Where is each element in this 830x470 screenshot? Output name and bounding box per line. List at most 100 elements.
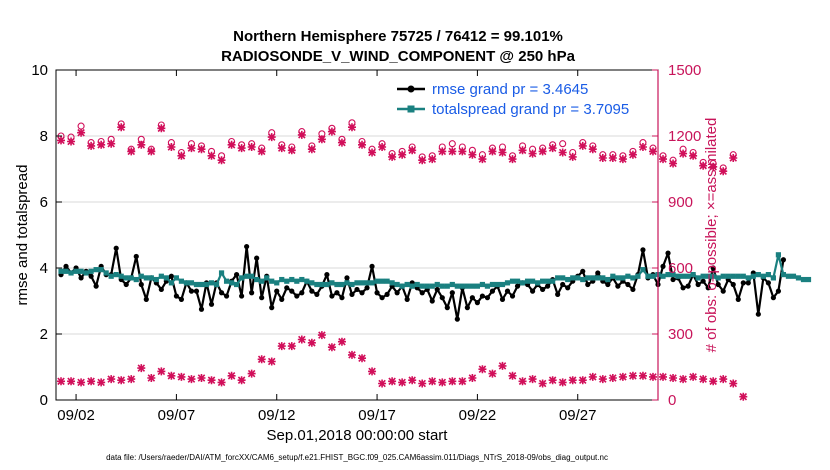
obs-assimilated-point xyxy=(117,376,126,385)
totalspread-point xyxy=(304,278,310,284)
obs-assimilated-point xyxy=(217,378,226,387)
obs-assimilated-point xyxy=(287,146,296,155)
y-tick-label-left: 4 xyxy=(40,260,48,277)
totalspread-point xyxy=(424,283,430,289)
obs-assimilated-point xyxy=(548,376,557,385)
rmse-point xyxy=(474,300,480,306)
rmse-point xyxy=(404,296,410,302)
obs-assimilated-point xyxy=(337,138,346,147)
rmse-point xyxy=(419,290,425,296)
rmse-point xyxy=(223,293,230,299)
totalspread-point xyxy=(519,280,526,286)
obs-assimilated-point xyxy=(197,145,206,154)
rmse-point xyxy=(595,270,601,276)
totalspread-point xyxy=(274,280,280,286)
rmse-point xyxy=(93,283,99,289)
obs-assimilated-point xyxy=(638,143,647,151)
rmse-point xyxy=(359,290,365,296)
rmse-point xyxy=(364,285,370,291)
rmse-point xyxy=(394,290,400,296)
totalspread-point xyxy=(289,276,295,283)
totalspread-point xyxy=(790,273,797,279)
rmse-point xyxy=(384,291,390,297)
totalspread-point xyxy=(675,273,681,279)
totalspread-point xyxy=(239,275,245,281)
rmse-point xyxy=(254,255,260,261)
obs-assimilated-point xyxy=(709,162,718,171)
totalspread-point xyxy=(168,280,174,286)
totalspread-point xyxy=(535,280,541,286)
totalspread-point xyxy=(755,272,761,278)
rmse-point xyxy=(715,281,721,288)
obs-assimilated-point xyxy=(277,144,286,153)
totalspread-point xyxy=(650,273,656,279)
totalspread-point xyxy=(615,275,621,281)
totalspread-point xyxy=(750,273,756,279)
rmse-point xyxy=(208,301,215,307)
totalspread-point xyxy=(213,281,220,288)
rmse-point xyxy=(289,288,295,294)
obs-assimilated-point xyxy=(57,377,66,386)
rmse-point xyxy=(354,286,360,293)
x-tick-label: 09/27 xyxy=(559,407,597,424)
totalspread-point xyxy=(484,283,491,289)
totalspread-point xyxy=(660,273,666,279)
totalspread-point xyxy=(279,276,285,283)
obs-assimilated-point xyxy=(669,374,678,382)
rmse-point xyxy=(78,275,84,281)
totalspread-point xyxy=(118,273,124,279)
obs-assimilated-point xyxy=(207,151,216,160)
obs-assimilated-point xyxy=(77,378,86,387)
obs-assimilated-point xyxy=(177,372,186,381)
obs-assimilated-point xyxy=(598,375,607,384)
totalspread-point xyxy=(178,278,185,284)
totalspread-point xyxy=(339,281,345,288)
y-tick-label-right: 1200 xyxy=(668,128,701,145)
obs-assimilated-point xyxy=(57,136,66,145)
rmse-point xyxy=(740,280,746,286)
totalspread-point xyxy=(359,280,365,286)
obs-possible-point xyxy=(77,122,85,130)
obs-assimilated-point xyxy=(648,372,657,381)
legend-marker-rmse xyxy=(407,85,415,93)
obs-possible-point xyxy=(448,140,456,148)
obs-assimilated-point xyxy=(147,374,156,382)
y-tick-label-right: 1500 xyxy=(668,62,701,79)
obs-assimilated-point xyxy=(498,361,507,370)
obs-assimilated-point xyxy=(107,375,116,384)
totalspread-point xyxy=(720,273,726,279)
obs-assimilated-point xyxy=(628,371,637,380)
obs-assimilated-point xyxy=(709,377,718,386)
rmse-point xyxy=(239,293,245,299)
x-tick-label: 09/02 xyxy=(57,407,95,424)
x-tick-label: 09/07 xyxy=(158,407,196,424)
totalspread-point xyxy=(765,272,771,278)
totalspread-point xyxy=(560,275,566,281)
obs-assimilated-point xyxy=(558,378,567,387)
obs-assimilated-point xyxy=(368,148,377,157)
totalspread-point xyxy=(309,280,315,286)
totalspread-point xyxy=(208,280,215,286)
obs-assimilated-point xyxy=(277,342,286,351)
totalspread-point xyxy=(444,283,450,289)
obs-assimilated-point xyxy=(237,144,246,153)
rmse-point xyxy=(244,243,250,250)
rmse-point xyxy=(484,295,491,301)
obs-assimilated-point xyxy=(337,337,346,346)
y-tick-label-left: 0 xyxy=(40,392,48,409)
legend-label-totalspread: totalspread grand pr = 3.7095 xyxy=(432,101,629,118)
obs-assimilated-point xyxy=(729,154,738,162)
totalspread-point xyxy=(68,270,74,276)
obs-assimilated-point xyxy=(317,135,326,144)
obs-possible-point xyxy=(559,140,567,148)
rmse-point xyxy=(775,288,782,294)
rmse-point xyxy=(700,278,706,284)
totalspread-point xyxy=(193,281,200,288)
totalspread-point xyxy=(259,278,265,284)
obs-assimilated-point xyxy=(217,156,226,165)
obs-assimilated-point xyxy=(518,377,527,386)
obs-assimilated-point xyxy=(598,154,607,162)
rmse-point xyxy=(123,281,129,288)
rmse-point xyxy=(555,291,561,297)
totalspread-point xyxy=(264,275,270,281)
